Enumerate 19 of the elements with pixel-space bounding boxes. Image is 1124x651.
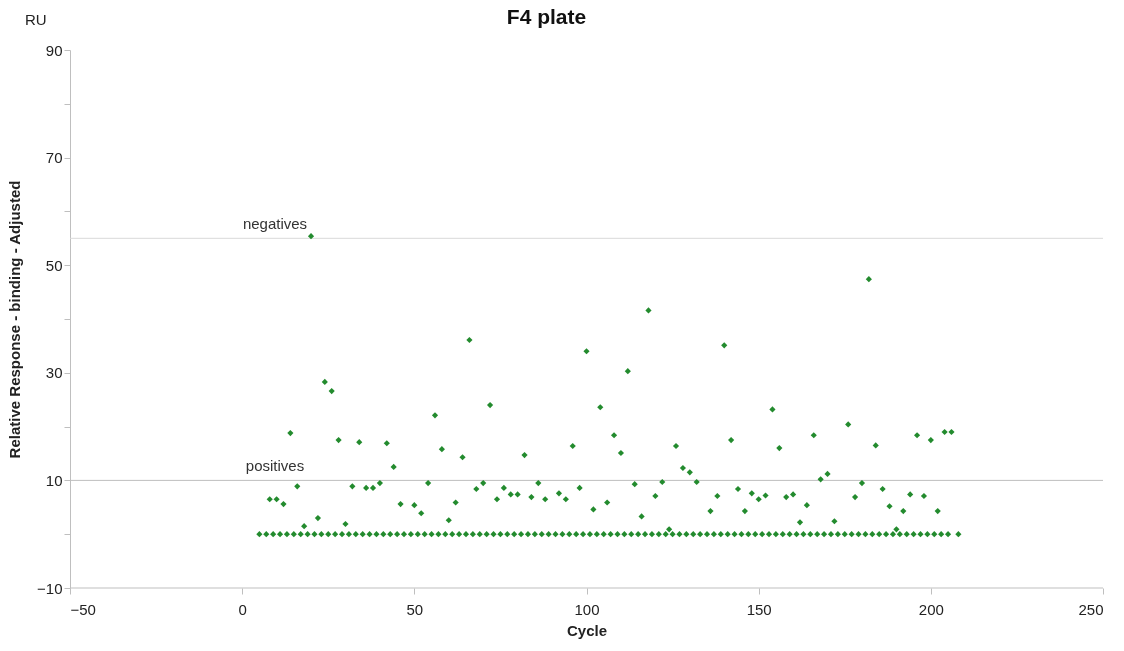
y-tick-label: 10 <box>45 471 63 489</box>
ref-line-label: negatives <box>242 215 308 233</box>
x-tick-label: 150 <box>746 600 772 618</box>
y-axis-title: Relative Response - binding - Adjusted <box>6 180 24 459</box>
x-axis-title: Cycle <box>566 621 608 639</box>
x-tick-label: −50 <box>70 600 96 618</box>
y-tick-label: 70 <box>45 149 63 167</box>
text: RU <box>25 11 47 28</box>
y-tick-label: 30 <box>45 364 63 382</box>
x-tick-label: 0 <box>238 600 247 618</box>
x-tick-label: 50 <box>406 600 424 618</box>
x-tick-label: 250 <box>1078 600 1104 618</box>
x-tick-label: 100 <box>574 600 600 618</box>
ref-line-label: positives <box>245 457 305 475</box>
y-tick-label: −10 <box>37 579 63 597</box>
y-tick-label: 50 <box>45 256 63 274</box>
x-tick-label: 200 <box>918 600 944 618</box>
chart-title: F4 plate <box>506 5 587 28</box>
y-tick-label: 90 <box>45 41 63 59</box>
